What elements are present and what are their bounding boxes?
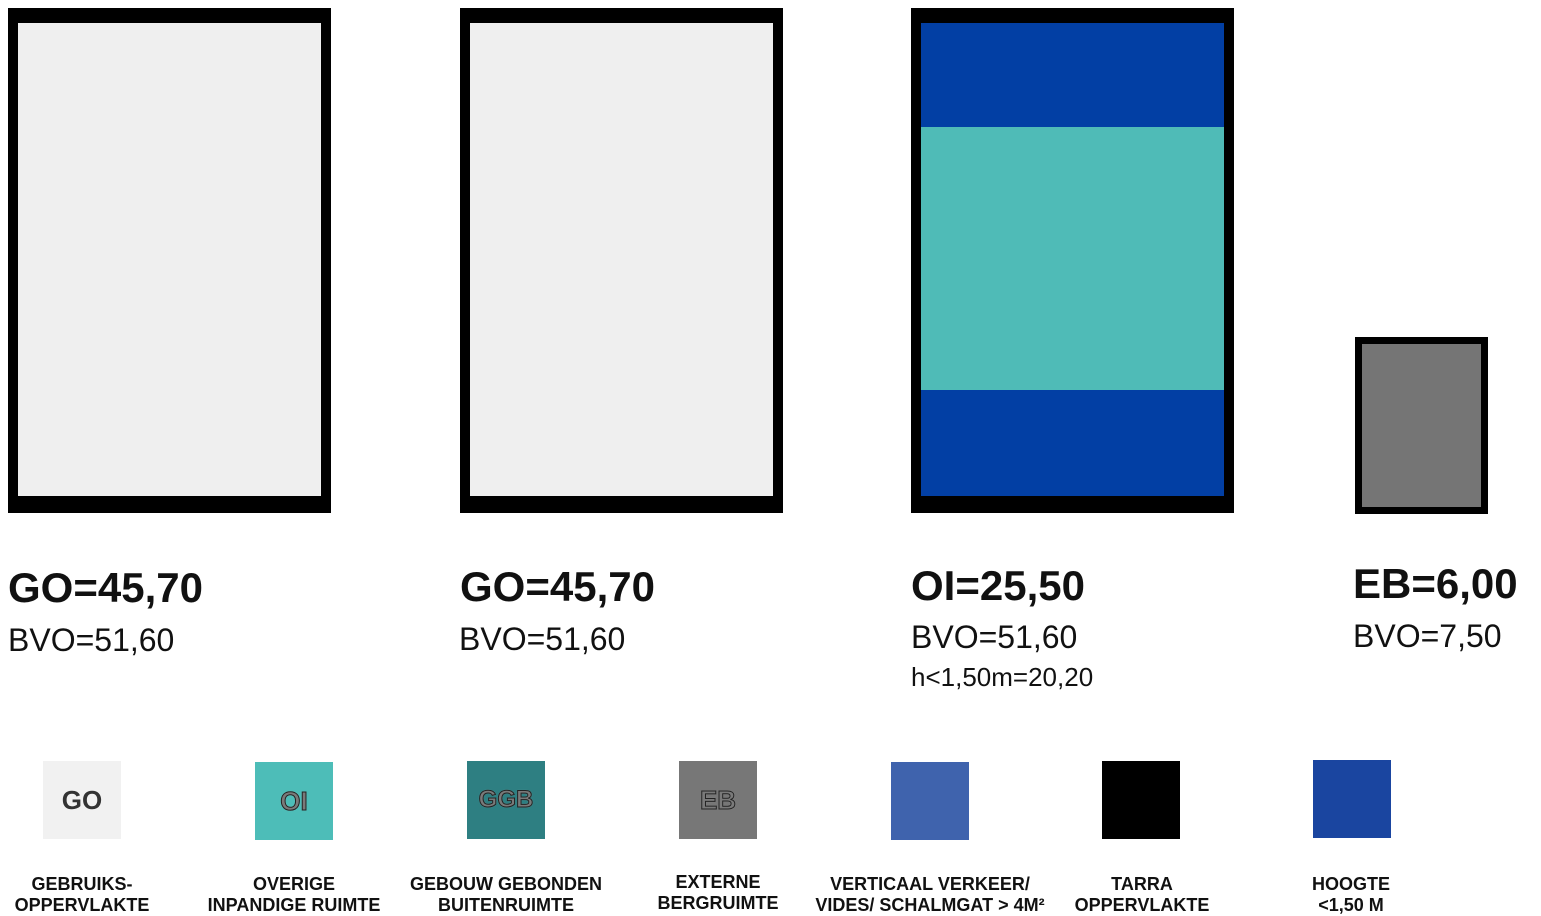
- legend-label-verticaal-verkeer-line2: VIDES/ SCHALMGAT > 4M²: [815, 895, 1045, 915]
- room-block-oi: [911, 8, 1234, 513]
- legend-label-ggb-line1: GEBOUW GEBONDEN: [409, 874, 602, 894]
- room-block-go-2: [460, 8, 783, 513]
- legend-label-oi-line2: INPANDIGE RUIMTE: [207, 895, 381, 915]
- legend-label-oi: OVERIGE INPANDIGE RUIMTE: [174, 874, 414, 916]
- legend-label-tarra-line2: OPPERVLAKTE: [1074, 895, 1210, 915]
- legend-label-ggb-line2: BUITENRUIMTE: [438, 895, 574, 915]
- room-4-primary-value: EB=6,00: [1353, 560, 1518, 607]
- legend-swatch-go: GO: [43, 761, 121, 839]
- room-1-bvo-value: BVO=51,60: [8, 622, 175, 658]
- legend-label-tarra: TARRA OPPERVLAKTE: [1022, 874, 1262, 916]
- room-3-primary-value: OI=25,50: [911, 562, 1085, 609]
- legend-label-hoogte-line1: HOOGTE: [1311, 874, 1390, 894]
- room-block-eb: [1355, 337, 1488, 514]
- legend-label-tarra-line1: TARRA: [1111, 874, 1173, 894]
- legend-code-go: GO: [61, 784, 103, 815]
- legend-label-go-line1: GEBRUIKS-: [31, 874, 133, 894]
- legend-swatch-eb: EB: [679, 761, 757, 839]
- legend-code-oi: OI: [280, 785, 308, 816]
- room-3-height-value: h<1,50m=20,20: [911, 662, 1094, 692]
- legend-swatch-verticaal-verkeer: [891, 762, 969, 840]
- legend-label-verticaal-verkeer-line1: VERTICAAL VERKEER/: [830, 874, 1030, 894]
- room-1-primary-value: GO=45,70: [8, 564, 203, 611]
- room-block-go-1: [8, 8, 331, 513]
- legend-label-verticaal-verkeer: VERTICAAL VERKEER/ VIDES/ SCHALMGAT > 4M…: [810, 874, 1050, 916]
- legend-swatch-hoogte: [1313, 760, 1391, 838]
- legend-label-go: GEBRUIKS- OPPERVLAKTE: [0, 874, 202, 916]
- legend-label-hoogte-line2: <1,50 M: [1318, 895, 1384, 915]
- legend-code-eb: EB: [699, 784, 737, 815]
- legend-label-eb: EXTERNE BERGRUIMTE: [598, 872, 838, 914]
- room-2-primary-value: GO=45,70: [460, 563, 655, 610]
- legend-label-oi-line1: OVERIGE: [252, 874, 336, 894]
- room-2-bvo-value: BVO=51,60: [459, 621, 626, 657]
- legend-swatch-tarra: [1102, 761, 1180, 839]
- oi-band: [921, 127, 1224, 390]
- legend-label-hoogte: HOOGTE <1,50 M: [1231, 874, 1471, 916]
- room-4-bvo-value: BVO=7,50: [1353, 618, 1502, 654]
- legend-label-eb-line1: EXTERNE: [675, 872, 761, 892]
- legend-swatch-ggb: GGB: [467, 761, 545, 839]
- legend-label-ggb: GEBOUW GEBONDEN BUITENRUIMTE: [386, 874, 626, 916]
- legend-swatch-oi: OI: [255, 762, 333, 840]
- legend-label-eb-line2: BERGRUIMTE: [657, 893, 779, 913]
- room-3-bvo-value: BVO=51,60: [911, 619, 1078, 655]
- legend-code-ggb: GGB: [478, 786, 534, 814]
- legend-label-go-line2: OPPERVLAKTE: [14, 895, 150, 915]
